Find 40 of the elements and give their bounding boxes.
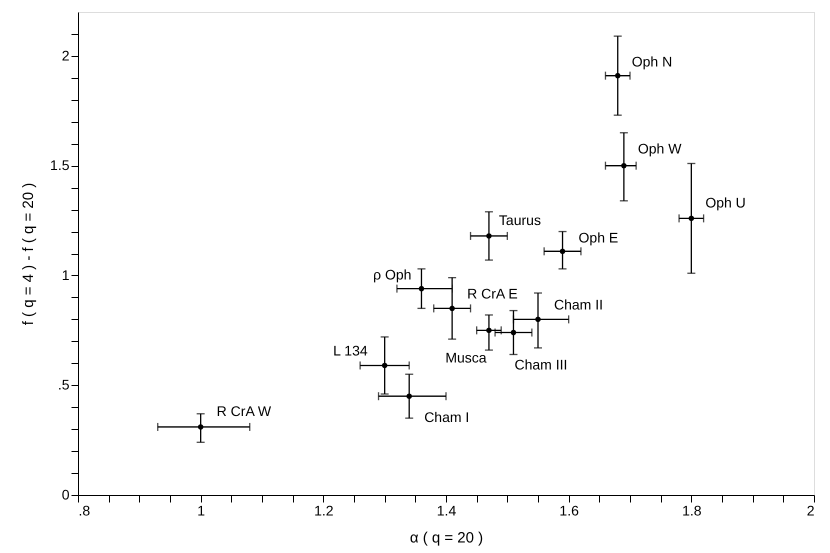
annotation: Oph W	[638, 140, 682, 157]
annotation: Cham II	[554, 296, 604, 312]
point	[486, 328, 492, 334]
annotation: ρ Oph	[373, 266, 412, 283]
x-tick-label: 1.2	[314, 502, 334, 518]
annotation: L 134	[333, 342, 368, 358]
x-tick-label: 1	[197, 502, 206, 518]
point	[560, 248, 566, 254]
x-tick-label: 1.8	[682, 502, 702, 518]
y-tick-label: 2	[62, 47, 70, 64]
x-axis-title: α ( q = 20 )	[410, 530, 484, 546]
y-axis-title: f ( q = 4 ) - f ( q = 20 )	[20, 182, 38, 326]
annotation: Taurus	[498, 212, 541, 228]
point	[486, 233, 492, 239]
y-tick-label: 1.5	[50, 157, 70, 174]
point	[449, 306, 455, 312]
x-tick-label: 1.4	[436, 502, 456, 518]
y-tick-label: 0	[62, 486, 70, 502]
annotation: Oph U	[705, 194, 746, 210]
annotation: R CrA E	[467, 285, 518, 302]
point	[510, 330, 516, 336]
annotation: Cham III	[514, 356, 568, 373]
x-tick-label: 1.6	[559, 502, 580, 518]
point	[418, 286, 424, 292]
point	[382, 362, 388, 368]
point	[614, 72, 620, 78]
point	[535, 316, 541, 322]
annotation: Oph E	[578, 229, 618, 246]
point	[621, 162, 627, 168]
point	[198, 424, 204, 430]
x-tick-label: .8	[78, 502, 90, 518]
annotation: R CrA W	[216, 402, 272, 419]
annotation: Musca	[445, 349, 487, 366]
annotation: Cham I	[424, 409, 470, 426]
point	[688, 216, 694, 222]
y-tick-label: 1	[62, 266, 70, 283]
x-tick-label: 2	[806, 502, 815, 518]
annotation: Oph N	[632, 54, 672, 70]
y-tick-label: .5	[58, 376, 70, 393]
point	[406, 393, 412, 399]
